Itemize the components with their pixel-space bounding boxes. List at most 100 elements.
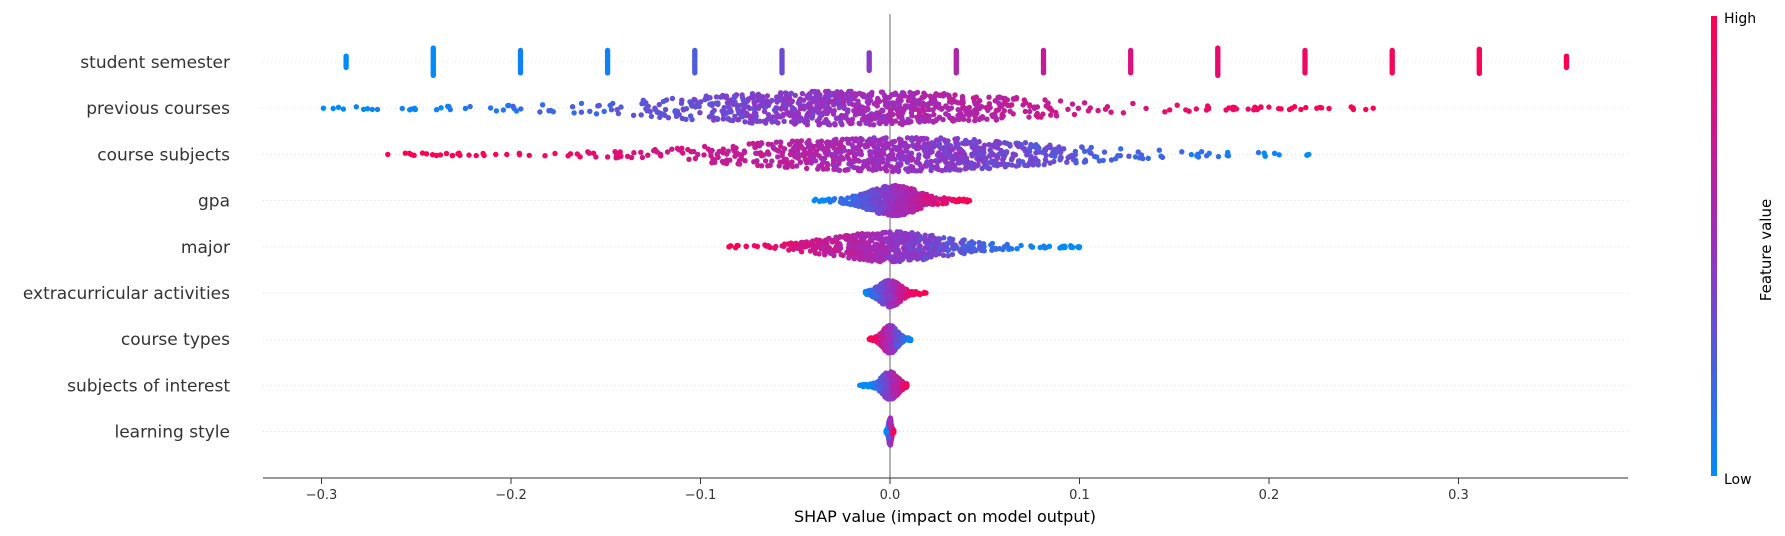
shap-point bbox=[837, 144, 844, 151]
shap-point bbox=[849, 239, 856, 245]
shap-point bbox=[715, 100, 721, 106]
shap-point bbox=[638, 149, 644, 155]
shap-point bbox=[641, 99, 647, 106]
shap-point bbox=[813, 148, 820, 154]
shap-point bbox=[778, 143, 784, 150]
shap-point bbox=[765, 149, 771, 155]
shap-point bbox=[1205, 104, 1212, 110]
shap-point bbox=[973, 140, 979, 147]
shap-point bbox=[910, 156, 916, 162]
shap-point bbox=[915, 247, 922, 253]
shap-point bbox=[777, 90, 784, 96]
shap-point bbox=[385, 151, 391, 158]
shap-point bbox=[970, 95, 977, 101]
shap-point bbox=[841, 98, 847, 105]
shap-point bbox=[867, 97, 874, 104]
feature-label: major bbox=[181, 238, 230, 258]
shap-point bbox=[888, 337, 894, 343]
shap-point bbox=[831, 108, 837, 114]
shap-point bbox=[513, 108, 520, 114]
shap-point bbox=[864, 253, 870, 260]
shap-point bbox=[884, 386, 890, 392]
shap-point bbox=[921, 135, 927, 142]
shap-point bbox=[330, 105, 336, 112]
shap-point bbox=[880, 203, 887, 209]
shap-point bbox=[868, 116, 875, 123]
shap-point bbox=[804, 122, 810, 128]
shap-point bbox=[920, 106, 926, 112]
shap-point bbox=[995, 139, 1001, 145]
shap-point bbox=[1198, 149, 1205, 155]
shap-point bbox=[652, 105, 658, 111]
shap-point bbox=[931, 111, 937, 118]
shap-point bbox=[792, 92, 798, 99]
shap-point bbox=[904, 382, 910, 389]
shap-point bbox=[1047, 106, 1054, 112]
shap-point bbox=[676, 147, 683, 153]
shap-point bbox=[866, 67, 872, 74]
shap-point bbox=[984, 116, 990, 122]
shap-point bbox=[788, 148, 794, 154]
shap-point bbox=[838, 195, 844, 202]
shap-point bbox=[816, 94, 822, 101]
shap-point bbox=[1008, 157, 1015, 163]
shap-point bbox=[897, 210, 904, 217]
shap-point bbox=[1215, 72, 1221, 79]
shap-point bbox=[648, 113, 655, 120]
shap-point bbox=[888, 117, 894, 123]
shap-point bbox=[894, 237, 900, 243]
shap-point bbox=[781, 156, 787, 163]
shap-point bbox=[892, 248, 898, 254]
shap-point bbox=[449, 153, 455, 159]
shap-point bbox=[943, 140, 950, 146]
shap-point bbox=[805, 110, 812, 116]
shap-point bbox=[779, 105, 785, 111]
shap-point bbox=[882, 94, 888, 100]
shap-point bbox=[952, 92, 958, 98]
shap-point bbox=[899, 110, 906, 116]
shap-point bbox=[928, 165, 935, 172]
shap-point bbox=[845, 107, 851, 113]
shap-point bbox=[686, 156, 692, 162]
shap-point bbox=[1350, 106, 1357, 113]
shap-point bbox=[966, 197, 973, 204]
shap-point bbox=[957, 248, 963, 254]
shap-point bbox=[865, 242, 872, 248]
colorbar-low-label: Low bbox=[1724, 472, 1752, 488]
shap-point bbox=[571, 110, 577, 116]
shap-point bbox=[925, 107, 931, 113]
shap-point bbox=[1563, 64, 1570, 71]
shap-point bbox=[904, 144, 911, 150]
shap-point bbox=[846, 156, 852, 162]
shap-point bbox=[845, 140, 851, 146]
shap-point bbox=[487, 105, 494, 111]
shap-point bbox=[831, 166, 837, 173]
shap-point bbox=[866, 166, 872, 172]
shap-point bbox=[883, 210, 889, 216]
shap-point bbox=[880, 185, 886, 192]
shap-point bbox=[858, 249, 864, 256]
shap-point bbox=[908, 336, 914, 342]
shap-point bbox=[780, 111, 786, 118]
shap-point bbox=[950, 196, 957, 203]
shap-point bbox=[745, 104, 751, 110]
shap-point bbox=[876, 120, 882, 126]
shap-point bbox=[998, 147, 1004, 154]
shap-point bbox=[691, 96, 697, 103]
shap-point bbox=[896, 153, 903, 159]
shap-point bbox=[896, 297, 903, 303]
shap-point bbox=[776, 163, 782, 169]
shap-point bbox=[981, 142, 988, 148]
shap-point bbox=[701, 143, 708, 150]
shap-point bbox=[816, 251, 822, 257]
shap-point bbox=[402, 150, 408, 156]
shap-point bbox=[1027, 108, 1033, 115]
shap-point bbox=[874, 103, 880, 109]
shap-point bbox=[689, 116, 695, 123]
shap-point bbox=[887, 421, 894, 428]
shap-point bbox=[972, 113, 978, 120]
shap-point bbox=[968, 160, 975, 166]
shap-point bbox=[883, 250, 889, 256]
shap-point bbox=[972, 118, 978, 124]
